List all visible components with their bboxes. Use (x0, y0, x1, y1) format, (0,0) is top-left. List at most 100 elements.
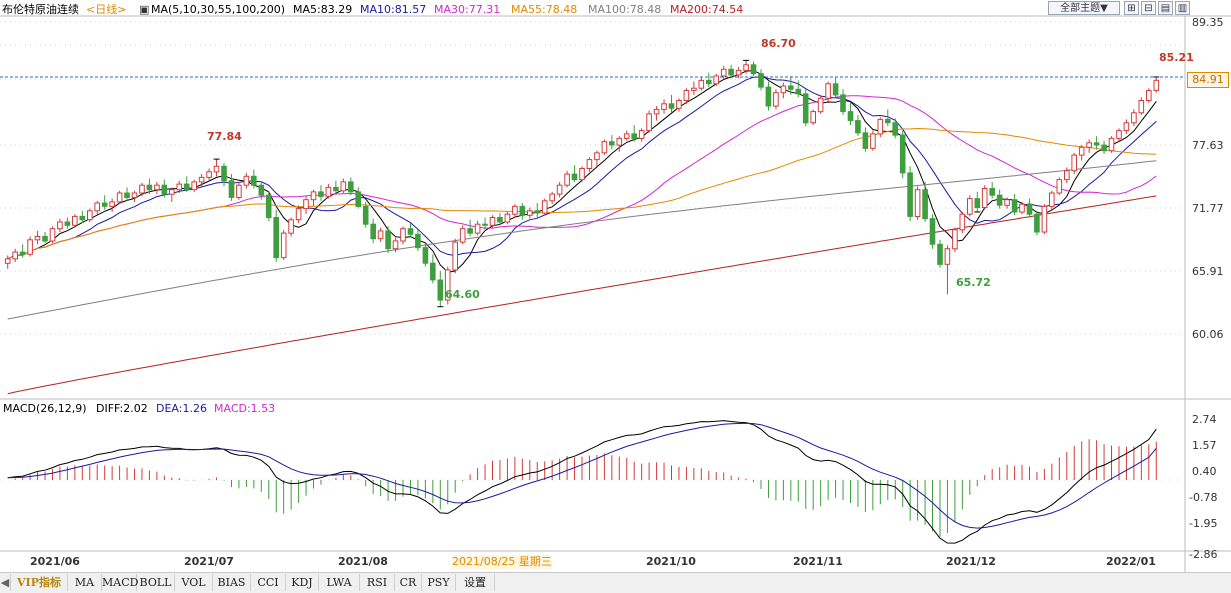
chart-canvas[interactable] (0, 0, 1231, 572)
candle-down (1093, 142, 1100, 146)
candle-up (601, 141, 608, 154)
candle-up (914, 189, 921, 217)
candle-down (840, 94, 846, 113)
ma-indicator-icon[interactable]: ▣ (139, 3, 150, 16)
candle-up (444, 269, 451, 301)
tab-boll[interactable]: BOLL (137, 574, 175, 591)
candle-down (907, 172, 913, 217)
candle-up (653, 108, 660, 115)
candle-up (49, 228, 56, 242)
current-price-box: 84.91 (1187, 72, 1229, 88)
low-annotation: 65.72 (956, 276, 991, 289)
price-tick: 65.91 (1192, 265, 1224, 278)
tab-cci[interactable]: CCI (251, 574, 286, 591)
candle-up (691, 87, 697, 91)
candle-down (183, 183, 190, 191)
candle-up (817, 97, 824, 113)
candle-down (42, 236, 48, 242)
candle-up (952, 229, 958, 250)
candle-up (1056, 179, 1063, 194)
zoom-icon[interactable]: ⊟ (1141, 1, 1156, 15)
candle-up (773, 92, 779, 107)
candle-down (885, 118, 891, 124)
ma55-label: MA55:78.48 (511, 3, 578, 16)
ma55-line (7, 127, 1157, 260)
ma10-label: MA10:81.57 (360, 3, 427, 16)
candle-down (64, 221, 71, 226)
date-label: 2022/01 (1106, 555, 1156, 568)
candle-down (519, 205, 526, 216)
candle-up (489, 217, 496, 226)
tab-vip-indicator[interactable]: VIP指标 (11, 574, 68, 591)
candle-down (631, 133, 638, 139)
candle-down (668, 103, 675, 109)
candle-up (236, 184, 242, 198)
candle-down (19, 251, 26, 255)
candle-down (437, 279, 444, 301)
candle-down (855, 120, 861, 134)
tab-rsi[interactable]: RSI (360, 574, 395, 591)
crosshair-icon[interactable]: ⊞ (1124, 1, 1139, 15)
candle-up (638, 130, 645, 139)
macd-dea-label: DEA:1.26 (156, 402, 207, 415)
candle-up (109, 201, 115, 207)
candle-down (318, 191, 324, 197)
tab-ma[interactable]: MA (68, 574, 102, 591)
tab-macd[interactable]: MACD (102, 574, 139, 591)
candle-down (571, 173, 578, 181)
indicator-tab-bar: ◀ VIP指标 MA MACD BOLL VOL BIAS CCI KDJ LW… (0, 572, 1231, 593)
candle-up (981, 188, 988, 208)
macd-tick: -0.78 (1189, 491, 1218, 504)
cursor-date-label: 2021/08/25 星期三 (452, 555, 552, 569)
price-tick: 89.35 (1192, 16, 1224, 29)
layout-icon[interactable]: ▥ (1175, 1, 1190, 15)
tab-settings[interactable]: 设置 (456, 574, 495, 591)
candle-up (459, 228, 466, 243)
candle-down (996, 194, 1003, 206)
candle-up (243, 175, 250, 186)
candle-down (161, 184, 168, 195)
candle-up (72, 215, 78, 226)
candle-down (1034, 213, 1040, 233)
candle-down (609, 141, 615, 146)
candle-up (169, 189, 175, 195)
tab-lwa[interactable]: LWA (319, 574, 360, 591)
candle-up (400, 228, 406, 242)
tab-vol[interactable]: VOL (175, 574, 213, 591)
scroll-left-icon[interactable]: ◀ (0, 574, 11, 591)
candle-down (899, 134, 906, 174)
tab-psy[interactable]: PSY (422, 574, 456, 591)
date-label: 2021/12 (946, 555, 996, 568)
candle-down (497, 217, 503, 223)
candle-up (34, 236, 41, 241)
candle-up (474, 223, 481, 234)
candle-down (422, 247, 429, 264)
candle-up (4, 258, 11, 264)
tab-bias[interactable]: BIAS (213, 574, 251, 591)
theme-dropdown[interactable]: 全部主题▼ (1048, 1, 1120, 15)
candle-up (683, 90, 690, 101)
candle-down (1011, 199, 1018, 213)
candle-up (623, 133, 630, 139)
low-annotation: 64.60 (445, 288, 480, 301)
candle-up (452, 241, 458, 271)
ruler-icon[interactable]: ▤ (1158, 1, 1173, 15)
candle-up (325, 186, 332, 197)
macd-tick: 2.74 (1192, 413, 1217, 426)
candle-up (944, 248, 951, 265)
candle-up (303, 199, 309, 210)
candle-down (728, 68, 734, 76)
candle-down (1026, 203, 1033, 215)
candle-up (527, 210, 533, 216)
tab-cr[interactable]: CR (395, 574, 422, 591)
ma5-label: MA5:83.29 (293, 3, 353, 16)
candle-down (892, 122, 899, 136)
period-label[interactable]: <日线> (86, 3, 127, 16)
tab-kdj[interactable]: KDJ (286, 574, 319, 591)
macd-tick: -1.95 (1189, 517, 1218, 530)
candle-up (154, 184, 160, 191)
candle-up (870, 133, 876, 149)
high-annotation: 77.84 (207, 130, 242, 143)
date-label: 2021/10 (646, 555, 696, 568)
macd-hist-label: MACD:1.53 (214, 402, 276, 415)
